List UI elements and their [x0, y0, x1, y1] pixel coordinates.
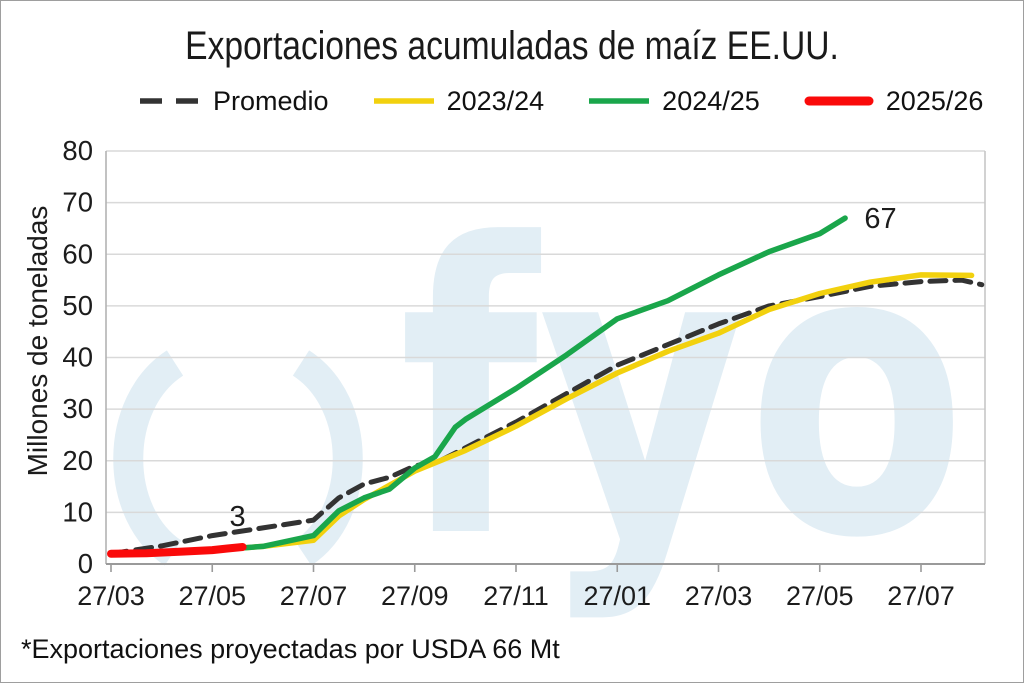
y-tick-label: 0: [78, 548, 93, 579]
legend-label-2024-25: 2024/25: [662, 85, 760, 116]
watermark: fyo: [113, 161, 967, 626]
y-tick-label: 40: [62, 342, 93, 373]
watermark-left-crescent-icon: [113, 350, 184, 566]
y-tick-label: 30: [62, 393, 93, 424]
y-tick-label: 20: [62, 445, 93, 476]
watermark-logo-text: fyo: [399, 161, 967, 626]
season-2025-26-line-icon: [804, 96, 874, 106]
page-title: Exportaciones acumuladas de maíz EE.UU.: [185, 24, 839, 68]
legend-label-promedio: Promedio: [213, 85, 329, 116]
legend-item-2023-24: 2023/24: [373, 85, 545, 117]
x-tick-label: 27/07: [280, 581, 348, 611]
series-line-2025-26: [107, 543, 247, 558]
y-tick-label: 50: [62, 290, 93, 321]
x-tick-label: 27/03: [77, 581, 145, 611]
x-tick-label: 27/07: [887, 581, 955, 611]
legend-label-2025-26: 2025/26: [885, 85, 984, 116]
y-axis-title: Millones de toneladas: [22, 206, 53, 477]
plot-layer: 27/03 27/05 27/07 27/09 27/11 27/01 27/03 27/05…: [62, 135, 986, 611]
season-2024-25-line-icon: [589, 98, 650, 104]
legend-item-promedio: Promedio: [139, 86, 329, 117]
legend-item-2024-25: 2024/25: [588, 86, 760, 117]
promedio-dashed-line-icon: [140, 98, 200, 104]
x-tick-label: 27/05: [178, 581, 246, 611]
x-tick-label: 27/11: [483, 581, 549, 611]
x-tick-label: 27/09: [381, 581, 449, 611]
legend-item-2025-26: 2025/26: [804, 85, 984, 117]
y-tick-label: 80: [62, 135, 93, 166]
footnote: *Exportaciones proyectadas por USDA 66 M…: [21, 634, 560, 664]
annotation-label: 67: [864, 203, 896, 235]
y-tick-label: 60: [62, 238, 93, 269]
y-tick-label: 10: [62, 496, 93, 527]
season-2023-24-line-icon: [373, 98, 434, 104]
annotation-label: 3: [229, 501, 245, 533]
series-line-2024-25: [108, 215, 848, 557]
x-tick-label: 27/03: [685, 581, 753, 611]
legend-label-2023-24: 2023/24: [446, 85, 545, 116]
x-tick-label: 27/05: [786, 581, 854, 611]
x-tick-label: 27/01: [583, 581, 651, 611]
y-tick-label: 70: [62, 187, 93, 218]
legend: Promedio 2023/24 2024/25 2025/26: [139, 86, 983, 116]
series-line-promedio: [108, 277, 985, 557]
